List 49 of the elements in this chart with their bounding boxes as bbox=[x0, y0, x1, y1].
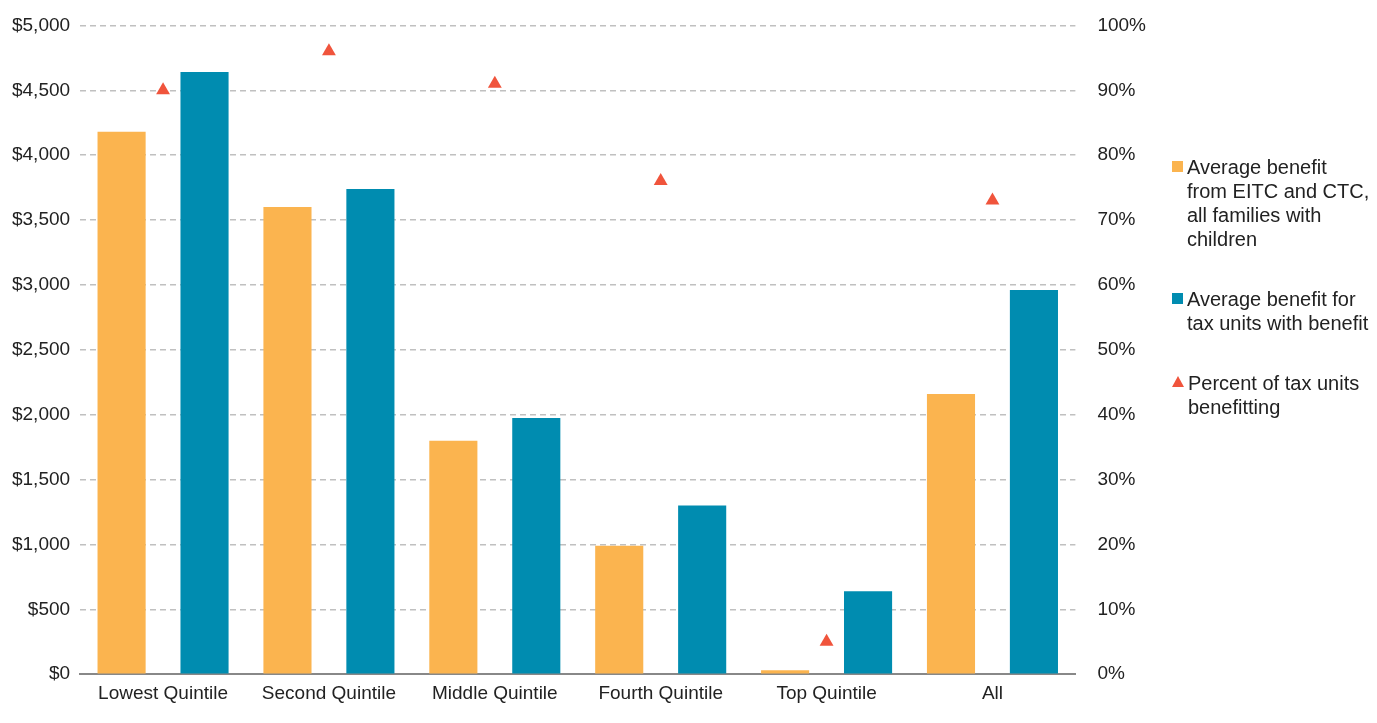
point bbox=[819, 633, 834, 646]
y-tick-label: $3,000 bbox=[11, 273, 71, 295]
x-tick-label: Fourth Quintile bbox=[598, 681, 724, 703]
bar bbox=[180, 72, 229, 674]
x-tick-label: Middle Quintile bbox=[431, 681, 558, 703]
point bbox=[156, 82, 170, 95]
bar bbox=[761, 670, 810, 674]
bar bbox=[346, 188, 395, 674]
y2-tick-label: 80% bbox=[1097, 143, 1136, 165]
x-tick-label: Lowest Quintile bbox=[98, 681, 229, 703]
y-tick-label: $5,000 bbox=[11, 13, 71, 35]
y-tick-label: $2,000 bbox=[11, 402, 71, 424]
y-tick-label: $4,000 bbox=[11, 143, 71, 165]
point bbox=[653, 173, 668, 186]
y2-tick-label: 30% bbox=[1097, 467, 1136, 489]
y-tick-label: $4,500 bbox=[11, 78, 71, 100]
x-tick-label: Second Quintile bbox=[261, 681, 397, 703]
y2-tick-label: 60% bbox=[1097, 273, 1136, 295]
bar bbox=[97, 131, 146, 674]
y-tick-label: $3,500 bbox=[11, 208, 71, 230]
bar bbox=[844, 591, 893, 674]
y-tick-label: $1,000 bbox=[11, 532, 71, 554]
bar bbox=[678, 505, 727, 674]
y2-tick-label: 90% bbox=[1097, 78, 1136, 100]
bar bbox=[512, 417, 561, 674]
y2-tick-label: 0% bbox=[1097, 662, 1125, 684]
y-tick-label: $500 bbox=[27, 597, 71, 619]
y2-tick-label: 50% bbox=[1097, 338, 1136, 360]
bar bbox=[263, 207, 312, 674]
y2-tick-label: 100% bbox=[1097, 13, 1147, 35]
bar bbox=[1009, 290, 1058, 674]
y-tick-label: $2,500 bbox=[11, 338, 71, 360]
bar bbox=[926, 393, 976, 674]
bar bbox=[429, 440, 478, 674]
legend-label: Percent of tax units benefitting bbox=[1188, 371, 1361, 419]
legend-label: Average benefit for tax units with benefit bbox=[1187, 287, 1370, 335]
x-tick-label: All bbox=[981, 681, 1004, 703]
point bbox=[985, 192, 1000, 205]
y2-tick-label: 20% bbox=[1097, 532, 1136, 554]
point bbox=[322, 43, 336, 56]
y2-tick-label: 40% bbox=[1097, 402, 1136, 424]
y2-tick-label: 10% bbox=[1097, 597, 1136, 619]
y2-tick-label: 70% bbox=[1097, 208, 1136, 230]
x-tick-label: Top Quintile bbox=[776, 681, 877, 703]
bar bbox=[595, 545, 644, 674]
y-tick-label: $0 bbox=[48, 662, 71, 684]
y-tick-label: $1,500 bbox=[11, 467, 71, 489]
legend-label: Average benefit from EITC and CTC, all families with children bbox=[1187, 155, 1371, 251]
point bbox=[487, 75, 502, 88]
